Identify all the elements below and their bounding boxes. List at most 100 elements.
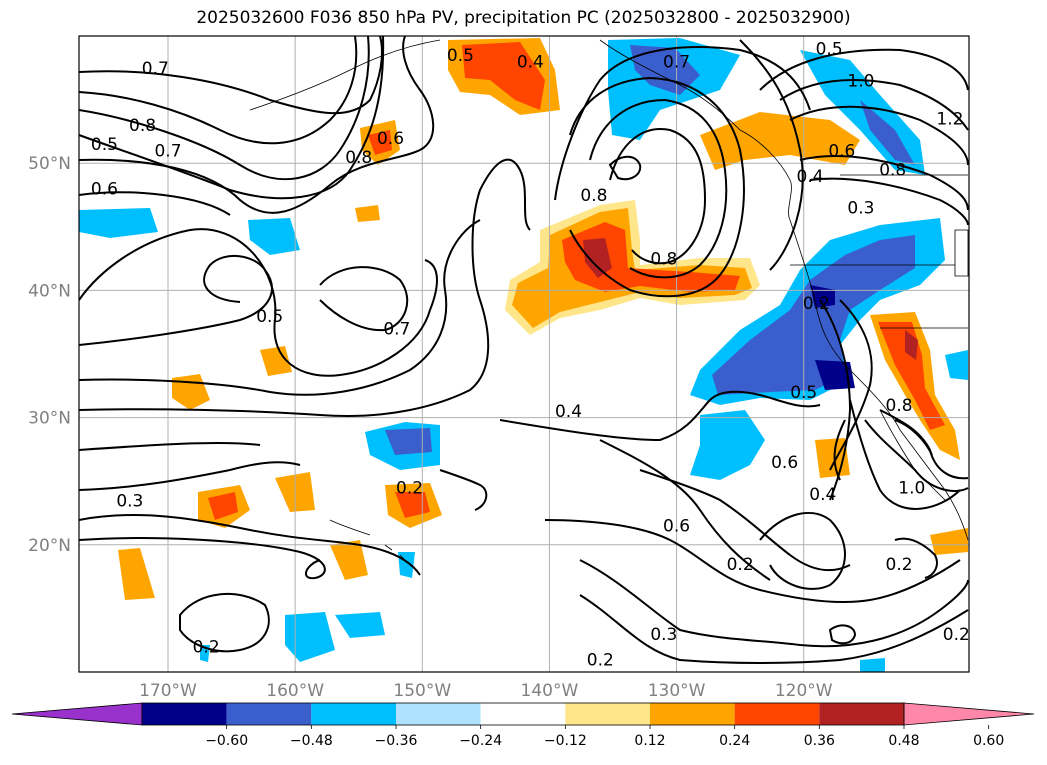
lat-tick-label: 20°N (28, 536, 71, 556)
alaska-coastline (599, 39, 792, 221)
colorbar-tick-label: 0.60 (973, 733, 1004, 749)
contour-value-label: 0.6 (91, 180, 118, 200)
contour-value-label: 0.8 (879, 161, 906, 181)
lon-tick-label: 160°W (266, 681, 324, 701)
precip-positive-area (330, 540, 368, 580)
contour-value-label: 0.4 (797, 167, 824, 187)
contour-value-label: 0.3 (116, 491, 143, 511)
precip-positive-area (583, 238, 612, 278)
pv-contour-line (789, 105, 969, 166)
colorbar-extend-high (903, 702, 1035, 726)
colorbar-segment (311, 703, 396, 725)
contour-value-label: 0.5 (91, 135, 118, 155)
contour-value-label: 0.8 (886, 396, 913, 416)
pv-contour-line (779, 79, 969, 131)
precip-negative-area (690, 410, 765, 480)
pv-contour-line (79, 36, 435, 214)
colorbar-segment (226, 703, 312, 725)
colorbar-segment (734, 703, 820, 725)
contour-value-label: 0.8 (580, 186, 607, 206)
north-america-coastline (789, 219, 969, 541)
contour-value-label: 0.7 (383, 320, 410, 340)
contour-value-label: 0.6 (771, 453, 798, 473)
precip-positive-area (395, 492, 430, 518)
pv-contour-labels: 0.70.80.70.50.60.80.60.50.70.5 0.4 0.70.80… (91, 40, 970, 671)
precip-negative-area (385, 428, 432, 455)
precipitation-shading (79, 38, 968, 672)
contour-value-label: 0.3 (650, 625, 677, 645)
precip-negative-area (860, 100, 915, 165)
colorbar-tick-label: 0.12 (634, 733, 665, 749)
contour-value-label: 0.4 (517, 52, 544, 72)
precip-negative-area (712, 235, 915, 395)
colorbar (11, 702, 1035, 726)
latitude-labels: 20°N 30°N 40°N 50°N (28, 154, 71, 556)
chart-title: 2025032600 F036 850 hPa PV, precipitatio… (196, 8, 851, 28)
pv-contour-line (639, 469, 851, 572)
contour-value-label: 0.6 (828, 141, 855, 161)
pv-contour-line (609, 128, 707, 265)
baja-california-coastline (879, 409, 946, 501)
colorbar-segment (480, 703, 566, 725)
pv-contour-line (579, 594, 969, 664)
pv-contour-line (569, 76, 745, 298)
contour-value-label: 0.5 (816, 40, 843, 60)
precip-negative-area (248, 218, 300, 255)
pv-contour-line (799, 155, 969, 211)
precip-positive-area (368, 130, 392, 155)
colorbar-tick-labels: −0.60 −0.48 −0.36 −0.24 −0.12 0.12 0.24 0.36 0.4… (205, 725, 1004, 749)
pv-contour-line (828, 624, 857, 645)
colorbar-tick-label: −0.60 (205, 733, 248, 749)
precip-negative-area (815, 360, 855, 390)
pv-contour-line (79, 191, 231, 216)
contour-value-label: 0.5 (790, 383, 817, 403)
pv-contour-line (739, 39, 804, 271)
pv-contour-line (809, 177, 969, 226)
contour-value-label: 0.7 (154, 141, 181, 161)
colorbar-tick-label: 0.36 (804, 733, 835, 749)
lat-tick-label: 40°N (28, 281, 71, 301)
contour-value-label: 0.7 (142, 59, 169, 79)
pv-contour-line (79, 36, 383, 115)
map-gridlines (79, 36, 969, 672)
contour-value-label: 0.2 (803, 294, 830, 314)
pv-contour-line (79, 158, 531, 417)
pv-contour-line (79, 441, 261, 451)
contour-value-label: 0.8 (345, 148, 372, 168)
pv-contour-line (319, 266, 409, 332)
hawaii-islands (329, 519, 406, 561)
pv-contour-line (79, 219, 481, 396)
lon-tick-label: 150°W (393, 681, 451, 701)
coastlines (249, 39, 969, 561)
lat-tick-label: 30°N (28, 409, 71, 429)
contour-value-label: 0.3 (847, 199, 874, 219)
pv-contour-line (79, 461, 301, 491)
colorbar-segment (819, 703, 904, 725)
contour-value-label: 0.2 (193, 638, 220, 658)
pv-contour-line (849, 399, 961, 510)
pv-contour-line (439, 469, 488, 511)
pv-contour-line (554, 46, 811, 201)
colorbar-tick-label: −0.24 (459, 733, 502, 749)
pv-contour-line (759, 511, 846, 590)
contour-value-label: 0.2 (396, 479, 423, 499)
pv-contour-line (579, 559, 969, 648)
pv-contour-line (819, 299, 852, 501)
colorbar-tick-label: −0.12 (544, 733, 587, 749)
precip-negative-area (335, 612, 385, 638)
precip-positive-area (878, 322, 945, 430)
precip-positive-area (172, 374, 210, 410)
lon-tick-label: 170°W (139, 681, 197, 701)
contour-value-label: 0.2 (727, 555, 754, 575)
pv-contour-line (829, 299, 873, 471)
precip-negative-area (945, 350, 968, 380)
precip-positive-area (260, 346, 292, 376)
border-line (790, 174, 969, 329)
colorbar-segment (650, 703, 735, 725)
lon-tick-label: 130°W (648, 681, 706, 701)
colorbar-segment (396, 703, 481, 725)
pv-contour-line (79, 254, 273, 346)
contour-value-label: 1.0 (898, 479, 925, 499)
pv-contour-line (79, 537, 326, 580)
